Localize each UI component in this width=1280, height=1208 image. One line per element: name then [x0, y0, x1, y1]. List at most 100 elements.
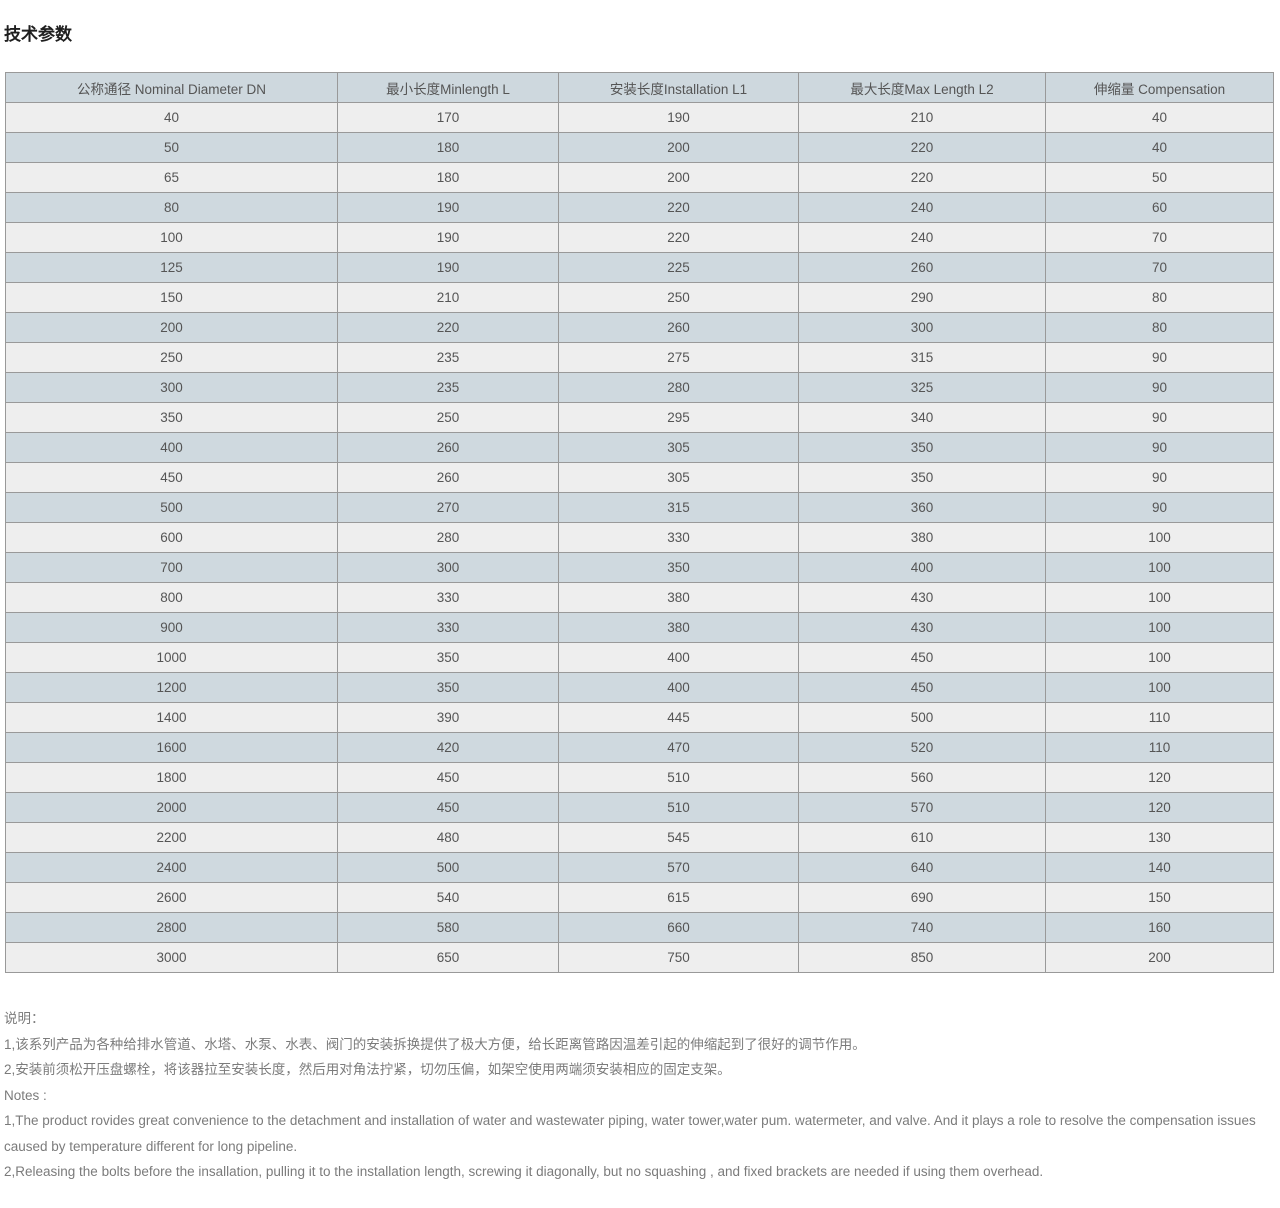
table-cell: 400	[5, 432, 338, 463]
table-cell: 500	[798, 702, 1046, 733]
column-header: 安装长度Installation L1	[558, 72, 799, 103]
table-cell: 80	[5, 192, 338, 223]
table-row: 150 210 250 290 80	[5, 282, 1274, 313]
table-cell: 610	[798, 822, 1046, 853]
column-header: 最大长度Max Length L2	[798, 72, 1046, 103]
table-cell: 260	[337, 432, 559, 463]
notes-en-line-1: 1,The product rovides great convenience …	[4, 1113, 1256, 1154]
table-cell: 330	[337, 582, 559, 613]
table-cell: 250	[337, 402, 559, 433]
table-cell: 295	[558, 402, 799, 433]
table-row: 1000 350 400 450 100	[5, 642, 1274, 673]
table-cell: 190	[337, 192, 559, 223]
table-row: 2800 580 660 740 160	[5, 912, 1274, 943]
table-cell: 1200	[5, 672, 338, 703]
table-cell: 740	[798, 912, 1046, 943]
table-cell: 240	[798, 192, 1046, 223]
table-cell: 570	[558, 852, 799, 883]
table-cell: 110	[1045, 732, 1274, 763]
table-cell: 150	[1045, 882, 1274, 913]
table-cell: 510	[558, 762, 799, 793]
table-cell: 140	[1045, 852, 1274, 883]
table-cell: 180	[337, 132, 559, 163]
table-cell: 280	[558, 372, 799, 403]
table-cell: 450	[337, 792, 559, 823]
table-row: 3000 650 750 850 200	[5, 942, 1274, 973]
table-cell: 350	[798, 432, 1046, 463]
table-cell: 110	[1045, 702, 1274, 733]
table-cell: 600	[5, 522, 338, 553]
table-row: 125 190 225 260 70	[5, 252, 1274, 283]
table-cell: 640	[798, 852, 1046, 883]
table-row: 900 330 380 430 100	[5, 612, 1274, 643]
table-row: 400 260 305 350 90	[5, 432, 1274, 463]
table-cell: 90	[1045, 372, 1274, 403]
table-cell: 180	[337, 162, 559, 193]
table-cell: 315	[798, 342, 1046, 373]
table-row: 80 190 220 240 60	[5, 192, 1274, 223]
table-cell: 450	[5, 462, 338, 493]
table-cell: 275	[558, 342, 799, 373]
table-cell: 190	[337, 252, 559, 283]
table-cell: 125	[5, 252, 338, 283]
table-cell: 170	[337, 102, 559, 133]
table-cell: 100	[1045, 582, 1274, 613]
table-cell: 2000	[5, 792, 338, 823]
table-cell: 350	[798, 462, 1046, 493]
notes-section: 说明： 1,该系列产品为各种给排水管道、水塔、水泵、水表、阀门的安装拆换提供了极…	[4, 1006, 1280, 1185]
table-cell: 100	[1045, 522, 1274, 553]
table-cell: 800	[5, 582, 338, 613]
table-cell: 150	[5, 282, 338, 313]
table-cell: 850	[798, 942, 1046, 973]
table-cell: 235	[337, 342, 559, 373]
table-cell: 350	[558, 552, 799, 583]
table-cell: 545	[558, 822, 799, 853]
table-cell: 260	[798, 252, 1046, 283]
table-cell: 90	[1045, 342, 1274, 373]
table-cell: 240	[798, 222, 1046, 253]
table-cell: 80	[1045, 312, 1274, 343]
table-cell: 220	[798, 162, 1046, 193]
column-header: 伸缩量 Compensation	[1045, 72, 1274, 103]
table-cell: 540	[337, 882, 559, 913]
table-cell: 900	[5, 612, 338, 643]
table-cell: 1400	[5, 702, 338, 733]
column-header: 公称通径 Nominal Diameter DN	[5, 72, 338, 103]
table-cell: 100	[1045, 552, 1274, 583]
table-cell: 260	[558, 312, 799, 343]
table-cell: 50	[1045, 162, 1274, 193]
table-cell: 225	[558, 252, 799, 283]
table-cell: 90	[1045, 432, 1274, 463]
table-cell: 200	[1045, 942, 1274, 973]
table-cell: 90	[1045, 492, 1274, 523]
table-cell: 750	[558, 942, 799, 973]
table-cell: 270	[337, 492, 559, 523]
table-cell: 220	[558, 222, 799, 253]
table-row: 350 250 295 340 90	[5, 402, 1274, 433]
table-cell: 2600	[5, 882, 338, 913]
table-cell: 690	[798, 882, 1046, 913]
table-row: 450 260 305 350 90	[5, 462, 1274, 493]
table-row: 250 235 275 315 90	[5, 342, 1274, 373]
table-cell: 560	[798, 762, 1046, 793]
table-cell: 40	[1045, 102, 1274, 133]
table-row: 2000 450 510 570 120	[5, 792, 1274, 823]
table-cell: 420	[337, 732, 559, 763]
table-cell: 700	[5, 552, 338, 583]
table-cell: 400	[558, 642, 799, 673]
table-cell: 350	[337, 672, 559, 703]
table-cell: 2800	[5, 912, 338, 943]
table-cell: 300	[798, 312, 1046, 343]
table-cell: 100	[1045, 642, 1274, 673]
table-cell: 3000	[5, 942, 338, 973]
table-cell: 445	[558, 702, 799, 733]
table-cell: 120	[1045, 792, 1274, 823]
table-row: 300 235 280 325 90	[5, 372, 1274, 403]
table-cell: 210	[337, 282, 559, 313]
notes-cn-line-1: 1,该系列产品为各种给排水管道、水塔、水泵、水表、阀门的安装拆换提供了极大方便，…	[4, 1036, 866, 1052]
table-cell: 430	[798, 612, 1046, 643]
table-cell: 40	[5, 102, 338, 133]
table-row: 800 330 380 430 100	[5, 582, 1274, 613]
table-cell: 2200	[5, 822, 338, 853]
